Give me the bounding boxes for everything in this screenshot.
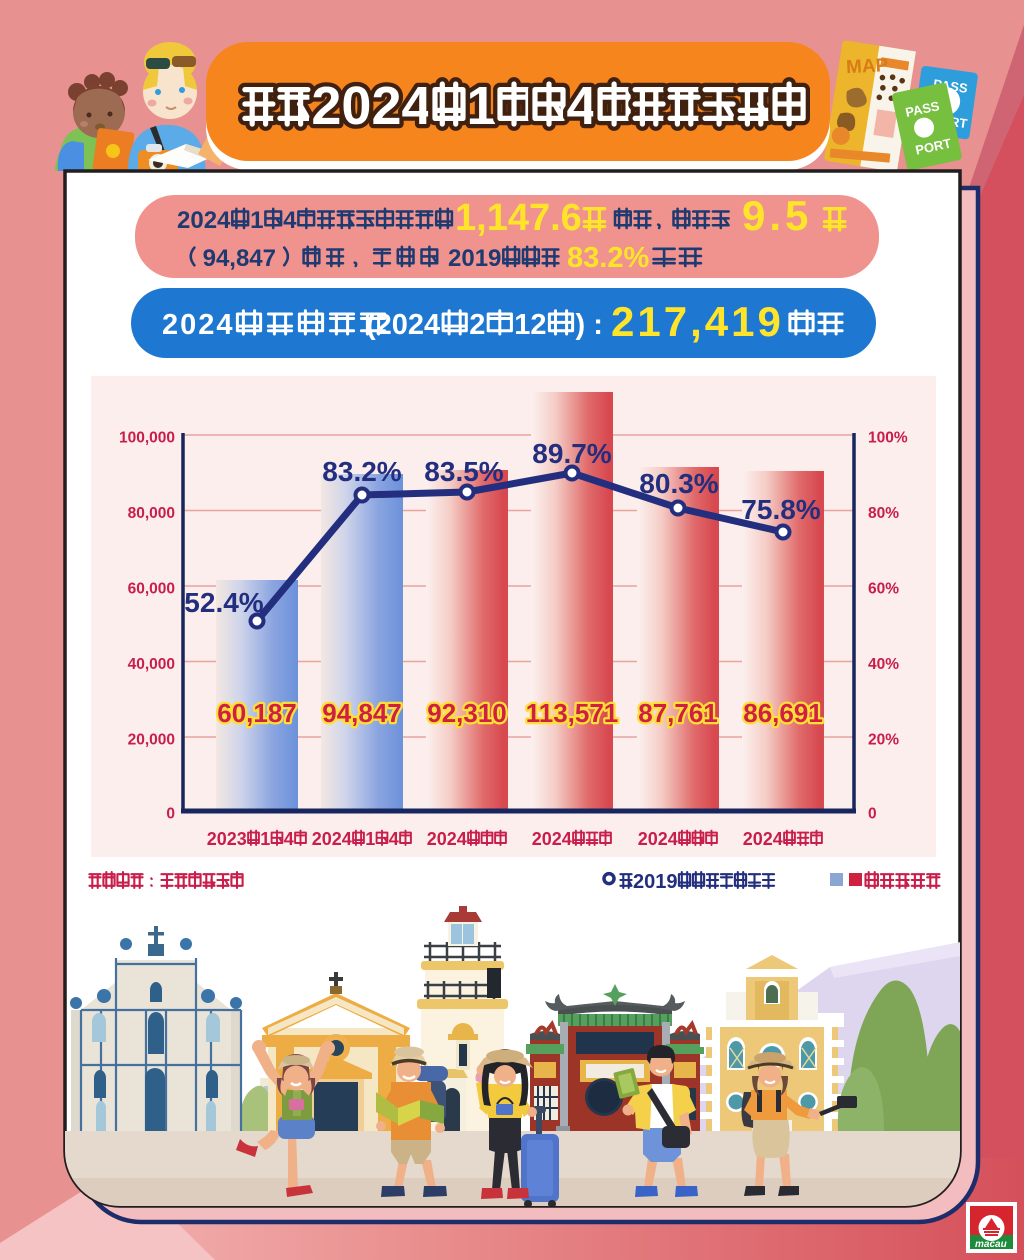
svg-text:83.2%: 83.2% [322,456,401,487]
svg-text:2: 2 [469,309,485,341]
svg-text:macau: macau [975,1239,1007,1250]
svg-text:40,000: 40,000 [128,656,175,673]
svg-text:2024: 2024 [638,829,678,849]
svg-text:1: 1 [260,829,270,849]
svg-text:1: 1 [365,829,375,849]
svg-text:60%: 60% [868,581,899,598]
svg-text:0: 0 [868,806,877,823]
svg-text:83.5%: 83.5% [424,456,503,487]
svg-text:40%: 40% [868,656,899,673]
svg-text:60,000: 60,000 [128,581,175,598]
svg-text:4: 4 [567,76,597,136]
svg-text:94,847: 94,847 [322,698,402,728]
svg-text:2019: 2019 [448,245,501,272]
svg-text:MAP: MAP [846,55,890,78]
svg-text:1: 1 [467,76,497,136]
svg-text:20%: 20% [868,732,899,749]
svg-text:2024: 2024 [162,309,235,341]
svg-text:4: 4 [283,207,297,234]
svg-text:100,000: 100,000 [119,430,175,447]
svg-text:1: 1 [250,207,263,234]
svg-text:PORT: PORT [914,136,952,158]
svg-text:75.8%: 75.8% [741,494,820,525]
svg-text:2024: 2024 [177,207,231,234]
svg-text:PASS: PASS [904,98,941,120]
svg-text:2024: 2024 [311,76,431,136]
svg-text:9.5: 9.5 [742,192,812,239]
svg-text:87,761: 87,761 [638,698,718,728]
svg-text:2024: 2024 [427,829,467,849]
svg-text:113,571: 113,571 [526,698,619,728]
svg-text:) :: ) : [576,309,603,341]
svg-text:20,000: 20,000 [128,732,175,749]
svg-text:2019: 2019 [633,871,678,893]
svg-text:4: 4 [284,829,294,849]
svg-text:80,000: 80,000 [128,505,175,522]
svg-text:0: 0 [166,806,175,823]
svg-text:2024: 2024 [532,829,572,849]
svg-text:80.3%: 80.3% [639,468,718,499]
svg-text:89.7%: 89.7% [532,438,611,469]
svg-text:1,147.6: 1,147.6 [455,197,582,239]
svg-text:2024: 2024 [312,829,352,849]
svg-text:100%: 100% [868,430,908,447]
svg-text:(2024: (2024 [366,309,440,341]
svg-text:80%: 80% [868,505,899,522]
svg-text:217,419: 217,419 [611,298,784,345]
svg-text:52.4%: 52.4% [184,587,263,618]
svg-text:12: 12 [514,309,546,341]
svg-text:94,847: 94,847 [203,245,276,272]
svg-text:2024: 2024 [743,829,783,849]
svg-text:86,691: 86,691 [743,698,823,728]
svg-text:83.2%: 83.2% [567,242,649,274]
svg-text:2023: 2023 [207,829,247,849]
svg-text:92,310: 92,310 [427,698,507,728]
svg-text:4: 4 [389,829,399,849]
svg-text:60,187: 60,187 [217,698,297,728]
